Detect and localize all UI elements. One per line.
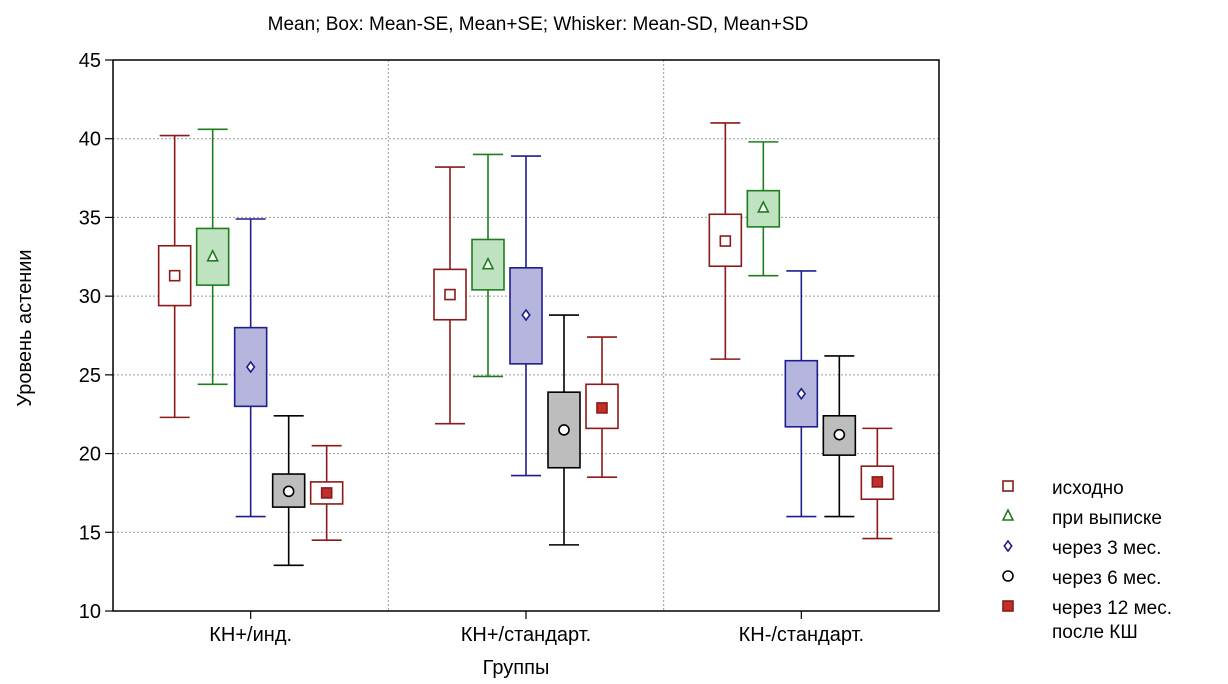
box-whisker [585,336,619,478]
box-whisker [157,134,192,419]
mean-marker [206,248,219,262]
mean-marker [320,487,333,499]
box-whisker [195,128,230,386]
mean-marker [1002,600,1014,612]
y-tick-label: 35 [79,207,101,229]
box-whisker [860,427,895,540]
x-axis-label: Группы [483,657,550,679]
legend-label: через 3 мес. [1052,538,1161,559]
mean-marker [796,387,807,401]
box-whisker [271,414,306,567]
chart-title: Mean; Box: Mean-SE, Mean+SE; Whisker: Me… [268,14,809,35]
y-tick-label: 45 [79,50,101,72]
legend-item: через 6 мес. [1002,568,1161,589]
mean-marker [481,256,495,270]
box-whisker [233,218,268,518]
mean-marker [168,269,181,282]
legend-label: через 6 мес. [1052,568,1161,589]
mean-marker [444,288,456,301]
y-axis: 10 15 20 25 30 35 40 45 [79,50,113,623]
legend-item: через 3 мес. [1003,538,1161,559]
box-whisker [309,444,344,541]
box-whisker [547,314,581,546]
box-whisker [509,155,543,477]
legend-label: после КШ [1052,622,1138,643]
y-tick-label: 30 [79,286,101,308]
mean-marker [833,428,846,441]
mean-marker [596,402,608,414]
box-whisker [708,122,743,360]
boxes-layer [157,122,895,567]
legend: исходно при выписке через 3 мес. через 6 ме… [1001,478,1172,643]
box-whisker [433,166,467,425]
mean-marker [1003,539,1013,553]
box-whisker [471,153,505,378]
y-tick-label: 25 [79,365,101,387]
mean-marker [719,235,732,247]
legend-label: при выписке [1052,508,1162,529]
box-whisker [746,141,781,277]
mean-marker [1002,480,1014,492]
y-tick-label: 10 [79,601,101,623]
legend-label: исходно [1052,478,1124,499]
y-tick-label: 40 [79,129,101,151]
mean-marker [757,200,770,213]
mean-marker [282,485,295,498]
legend-item: при выписке [1001,508,1162,529]
mean-marker [558,424,570,436]
mean-marker [1002,570,1014,582]
box-whisker [822,355,857,518]
y-tick-label: 15 [79,522,101,544]
mean-marker [871,476,884,488]
box-whisker [784,270,819,518]
legend-item: исходно [1002,478,1124,499]
y-tick-label: 20 [79,444,101,466]
x-tick-label: КН+/стандарт. [461,624,591,646]
legend-label: через 12 мес. [1052,598,1172,619]
legend-item: через 12 мес. после КШ [1002,598,1172,643]
y-axis-label: Уровень астении [14,249,36,406]
x-axis: КН+/инд. КН+/стандарт. КН-/стандарт. [209,611,864,646]
x-tick-label: КН-/стандарт. [739,624,864,646]
mean-marker [245,360,256,374]
mean-marker [521,308,531,322]
mean-marker [1001,508,1015,521]
x-tick-label: КН+/инд. [209,624,292,646]
